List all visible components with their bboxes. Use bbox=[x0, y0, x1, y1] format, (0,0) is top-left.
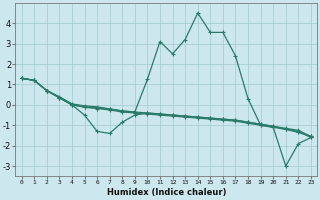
X-axis label: Humidex (Indice chaleur): Humidex (Indice chaleur) bbox=[107, 188, 226, 197]
